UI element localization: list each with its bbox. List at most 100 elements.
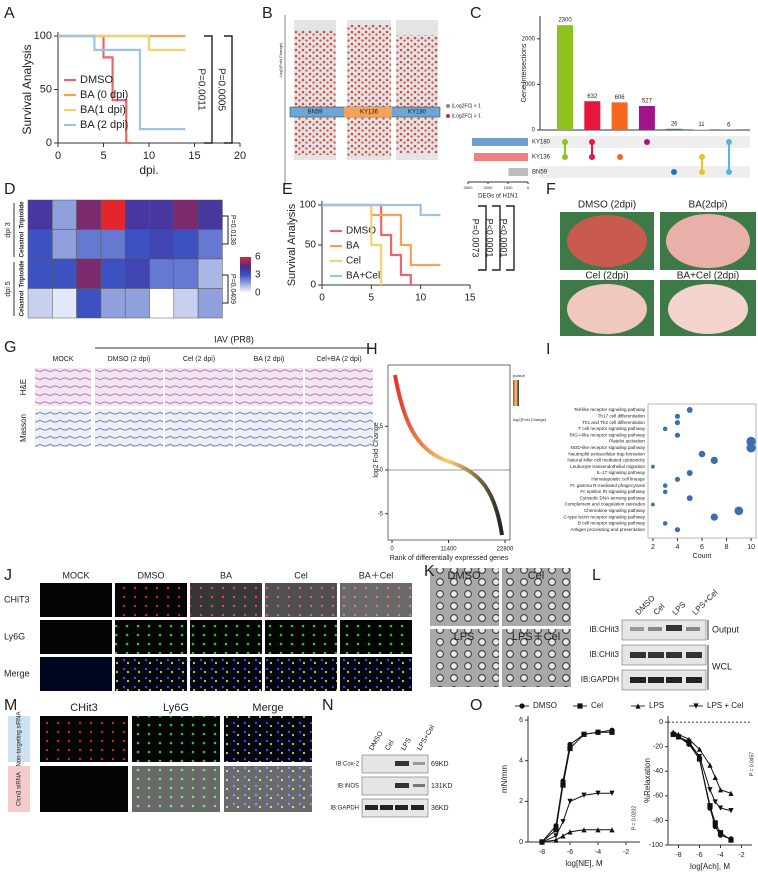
dot [651,464,655,469]
x-tick-label: -6 [696,852,702,859]
row-label: Triptolide [20,201,26,229]
panel-letter: O [470,697,482,714]
x-axis-label: Count [693,553,712,560]
colorbar-label: 3 [255,270,261,281]
histology-images [35,347,373,447]
group-label: KY136 [360,110,379,116]
bar [638,105,655,130]
panel-letter: L [592,567,601,584]
x-axis-label: log[Ach], M [690,862,730,871]
value-label: 6 [727,122,731,128]
heatmap-cell [76,288,102,319]
value-label: 11 [698,122,705,128]
column-label: Merge [252,702,283,714]
x-tick-label: 15 [188,150,200,162]
category-label: Complement and coagulation cascades [565,502,646,507]
bracket [204,35,213,144]
x-axis-label: DEGs of H1N1 [478,194,518,200]
marker [560,819,566,825]
colorbar-label: 6 [255,252,261,263]
legend-label: DMSO [80,74,113,86]
y-axis-label: mN/mm [500,765,509,793]
x-tick-label: -2 [738,852,744,859]
heatmap-cell [173,258,199,289]
panel-letter: D [4,181,16,198]
image-label: DMSO (2dpi) [578,200,636,211]
panel-letter: M [4,697,17,714]
group-label: IAV (PR8) [214,334,254,344]
set-label: KY180 [532,140,551,146]
fit-line [673,733,732,840]
set-bar [508,168,528,176]
panel-letter: A [4,5,15,22]
legend-label: BA(1 dpi) [80,104,126,116]
column-label: Cel (2 dpi) [183,356,215,363]
category-label: B cell receptor signaling pathway [578,521,646,526]
fit-line [541,729,613,843]
heatmap-cell [27,258,53,289]
panel-letter: H [366,341,378,358]
column-label: Cel+BA (2 dpi) [316,356,361,363]
marker [609,790,615,796]
marker [553,837,559,843]
y-tick-label: 50 [305,240,317,251]
marker [609,729,615,735]
legend-label: |Log2FC| > 1 [452,113,481,119]
y-tick-label: 0 [310,280,316,291]
x-tick-label: 4 [676,544,680,551]
bracket [222,215,229,245]
marker [519,703,525,709]
y-tick-label: 4 [519,758,523,765]
x-tick-label: 0 [390,547,394,553]
marker [693,703,699,709]
panel-letter: N [322,697,334,714]
heatmap-cell [124,288,150,319]
blot-label: IB:iNOS [337,784,359,790]
dot [651,502,655,507]
x-tick-label: -4 [717,852,723,859]
category-label: IL-17 signaling pathway [597,470,646,475]
column-label: DMSO [138,570,165,580]
legend-label: Cel [591,701,603,710]
heatmap-cell [100,288,126,319]
category-label: Toll-like receptor signaling pathway [574,407,646,412]
blot-label: IB:CHit3 [589,650,619,659]
lane-label: DMSO [368,730,385,752]
heatmap-cell [52,229,77,260]
x-tick-label: -2 [623,849,629,856]
x-tick-label: 3000 [464,185,474,190]
image-label: Cel [528,570,545,582]
marker [675,734,682,740]
volcano-plot [284,15,450,185]
lane-label: LPS+Cel [691,588,720,617]
marker [553,827,559,833]
y-tick-label: 6 [519,717,523,724]
survival-curve [58,34,131,145]
x-tick-label: 10 [747,544,755,551]
heatmap-cell [149,288,175,319]
x-axis-label: Rank of differentially expressed genes [390,555,509,562]
marker [728,837,734,843]
heatmap-cell [52,258,77,289]
dot [674,476,681,482]
group-label: KY180 [408,110,427,116]
x-tick-label: 11400 [440,547,457,553]
dot [662,483,668,488]
category-label: NOD-like receptor signaling pathway [570,445,645,450]
marker [609,827,615,833]
heatmap-cell [100,229,126,260]
legend-label: LPS [649,701,664,710]
heatmap-cell [197,229,223,260]
p-value: P=0.0409 [229,274,236,304]
marker [670,731,676,738]
dot [674,420,681,426]
western-blots [361,619,709,818]
group-label: WCL [712,661,732,671]
fluorescence-images [8,568,571,812]
image-label: LPS＋Cel [512,631,560,643]
legend-label: DMSO [533,701,557,710]
legend-label: BA (0 dpi) [80,89,128,101]
marker [595,729,601,735]
size-label: 69KD [431,761,449,768]
x-tick-label: 8 [725,544,729,551]
